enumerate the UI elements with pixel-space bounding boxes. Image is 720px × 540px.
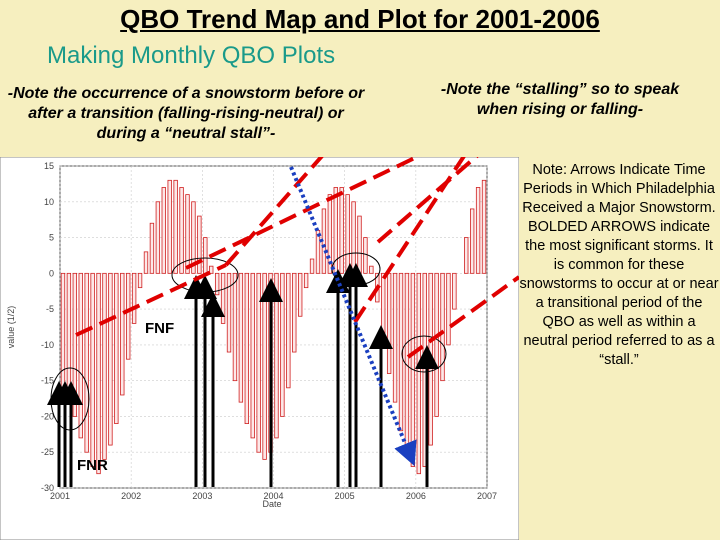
qbo-bar bbox=[303, 272, 309, 289]
label-fnf: FNF bbox=[145, 320, 174, 337]
x-axis-label: Date bbox=[262, 499, 281, 509]
y-tick-label: -5 bbox=[46, 304, 54, 314]
qbo-bar bbox=[173, 179, 178, 274]
y-tick-label: -10 bbox=[41, 340, 54, 350]
qbo-bar bbox=[102, 272, 107, 460]
qbo-bar bbox=[464, 237, 469, 274]
qbo-bar bbox=[280, 272, 285, 417]
qbo-bar bbox=[179, 187, 184, 274]
qbo-bar bbox=[203, 237, 208, 274]
dotted-trend-line bbox=[289, 166, 417, 467]
slide-title: QBO Trend Map and Plot for 2001-2006 bbox=[120, 4, 600, 34]
bars bbox=[60, 179, 487, 475]
qbo-bar bbox=[120, 272, 125, 396]
qbo-bar bbox=[351, 201, 356, 274]
x-tick-label: 2001 bbox=[50, 491, 70, 501]
x-tick-label: 2005 bbox=[335, 491, 355, 501]
qbo-bar bbox=[357, 215, 362, 274]
x-tick-label: 2004 bbox=[263, 491, 283, 501]
ellipse-2006 bbox=[401, 335, 447, 373]
qbo-bar bbox=[108, 272, 113, 446]
qbo-bar bbox=[292, 272, 297, 353]
qbo-bar bbox=[481, 179, 487, 274]
qbo-bar bbox=[274, 272, 279, 439]
qbo-bar bbox=[363, 237, 368, 274]
qbo-bar bbox=[428, 272, 433, 446]
qbo-bar bbox=[96, 272, 101, 475]
qbo-bar bbox=[475, 187, 481, 274]
y-tick-label: 15 bbox=[44, 161, 54, 171]
qbo-bar bbox=[90, 272, 95, 467]
qbo-bar bbox=[469, 208, 475, 274]
slide-subtitle: Making Monthly QBO Plots bbox=[47, 42, 336, 69]
qbo-bar bbox=[84, 272, 89, 453]
qbo-bar bbox=[72, 272, 78, 417]
qbo-bar bbox=[386, 272, 392, 374]
note-right: -Note the “stalling” so to speak when ri… bbox=[440, 81, 680, 118]
qbo-bar bbox=[226, 272, 232, 353]
qbo-bar bbox=[78, 272, 83, 439]
qbo-plot: 15 10 5 0 -5 -10 -15 -20 -25 -30 2001 2002 2003 2004… bbox=[0, 157, 519, 540]
qbo-bar bbox=[262, 272, 267, 460]
x-tick-label: 2003 bbox=[192, 491, 212, 501]
side-note: Note: Arrows Indicate Time Periods in Wh… bbox=[519, 162, 719, 368]
qbo-bar bbox=[404, 272, 410, 453]
y-tick-label: -25 bbox=[41, 447, 54, 457]
x-tick-label: 2007 bbox=[477, 491, 497, 501]
note-left: -Note the occurrence of a snowstorm befo… bbox=[7, 85, 365, 142]
y-tick-label: 5 bbox=[49, 233, 54, 243]
qbo-bar bbox=[185, 194, 190, 274]
qbo-bar bbox=[416, 272, 421, 475]
qbo-bar bbox=[161, 187, 166, 274]
qbo-bar bbox=[114, 272, 119, 424]
grid bbox=[59, 165, 488, 489]
qbo-bar bbox=[232, 272, 238, 382]
qbo-bar bbox=[238, 272, 244, 403]
snowstorm-arrows bbox=[47, 263, 439, 487]
qbo-bar bbox=[452, 272, 457, 310]
x-tick-label: 2002 bbox=[121, 491, 141, 501]
y-axis-label: value (1/2) bbox=[6, 306, 16, 349]
y-tick-label: 10 bbox=[44, 197, 54, 207]
qbo-bar bbox=[309, 258, 315, 274]
qbo-bar bbox=[143, 251, 149, 274]
qbo-bar bbox=[256, 272, 261, 453]
qbo-bar bbox=[220, 272, 226, 324]
qbo-bar bbox=[191, 201, 196, 274]
qbo-bar bbox=[155, 201, 161, 274]
qbo-bar bbox=[149, 222, 155, 274]
qbo-bar bbox=[339, 187, 344, 274]
y-tick-label: 0 bbox=[49, 268, 54, 278]
y-tick-label: -20 bbox=[41, 411, 54, 421]
qbo-bar bbox=[345, 194, 350, 274]
y-tick-labels: 15 10 5 0 -5 -10 -15 -20 -25 -30 bbox=[41, 161, 54, 493]
qbo-bar bbox=[286, 272, 291, 389]
qbo-bar bbox=[197, 215, 202, 274]
qbo-bar bbox=[446, 272, 451, 346]
qbo-bar bbox=[167, 179, 172, 274]
y-tick-label: -30 bbox=[41, 483, 54, 493]
label-fnr: FNR bbox=[77, 457, 108, 474]
qbo-bar bbox=[381, 272, 386, 339]
qbo-bar bbox=[126, 272, 131, 360]
qbo-bar bbox=[131, 272, 137, 324]
qbo-bar bbox=[369, 265, 374, 274]
x-tick-labels: 2001 2002 2003 2004 2005 2006 2007 bbox=[50, 491, 497, 501]
qbo-bar bbox=[250, 272, 255, 439]
qbo-bar bbox=[392, 272, 398, 403]
qbo-bar bbox=[137, 272, 143, 289]
qbo-bar bbox=[66, 272, 72, 396]
qbo-bar bbox=[244, 272, 249, 424]
y-tick-label: -15 bbox=[41, 376, 54, 386]
qbo-bar bbox=[298, 272, 303, 317]
qbo-bar bbox=[440, 272, 445, 382]
dashed-lines bbox=[75, 157, 519, 359]
qbo-bar bbox=[398, 272, 404, 432]
qbo-bar bbox=[209, 265, 214, 274]
qbo-bar bbox=[434, 272, 439, 417]
x-tick-label: 2006 bbox=[406, 491, 426, 501]
